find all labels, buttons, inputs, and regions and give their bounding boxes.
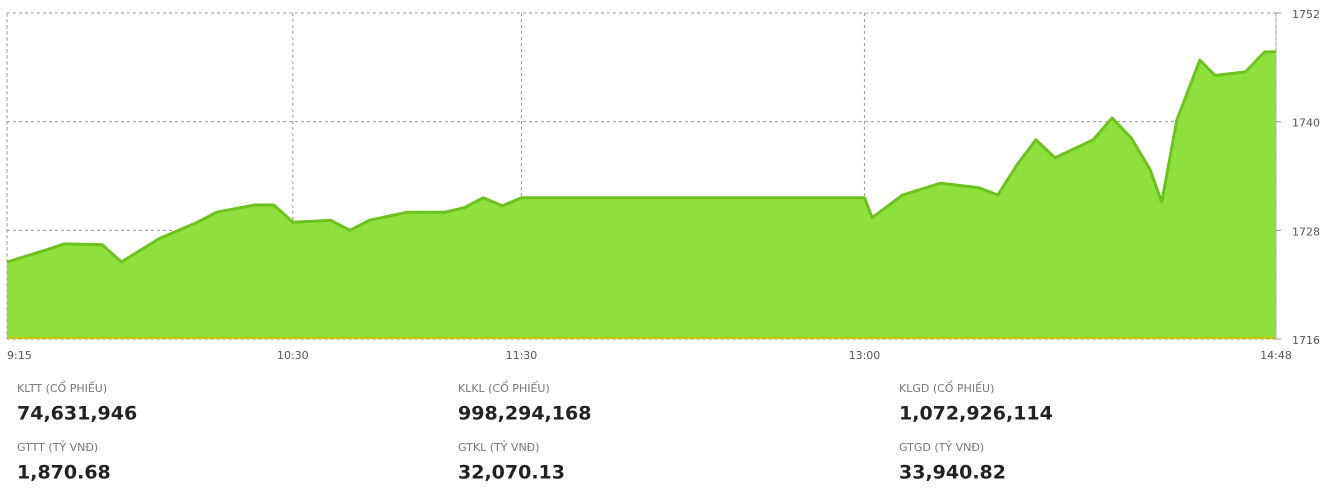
stat-value: 1,072,926,114 <box>899 403 1053 425</box>
y-tick-label: 1740 <box>1292 117 1320 130</box>
y-tick-label: 1752 <box>1292 8 1320 21</box>
x-tick-label: 9:15 <box>7 349 32 362</box>
x-tick-label: 14:48 <box>1260 349 1292 362</box>
stat-label: KLGD (CỔ PHIẾU) <box>899 380 994 395</box>
stat-label: KLTT (CỔ PHIẾU) <box>17 380 107 395</box>
y-tick-label: 1728 <box>1292 225 1320 238</box>
x-tick-label: 10:30 <box>277 349 309 362</box>
stat-value: 1,870.68 <box>17 462 111 484</box>
stat-value: 998,294,168 <box>458 403 591 425</box>
stat-label: GTKL (TỶ VNĐ) <box>458 440 540 454</box>
stat-label: GTTT (TỶ VNĐ) <box>17 440 98 454</box>
x-tick-label: 11:30 <box>506 349 538 362</box>
stat-value: 74,631,946 <box>17 403 137 425</box>
stat-label: GTGD (TỶ VNĐ) <box>899 440 984 454</box>
x-tick-label: 13:00 <box>849 349 881 362</box>
area <box>7 51 1276 340</box>
y-tick-label: 1716 <box>1292 334 1320 347</box>
line <box>6 50 1276 264</box>
stat-value: 33,940.82 <box>899 462 1006 484</box>
stat-value: 32,070.13 <box>458 462 565 484</box>
stat-label: KLKL (CỔ PHIẾU) <box>458 380 550 395</box>
